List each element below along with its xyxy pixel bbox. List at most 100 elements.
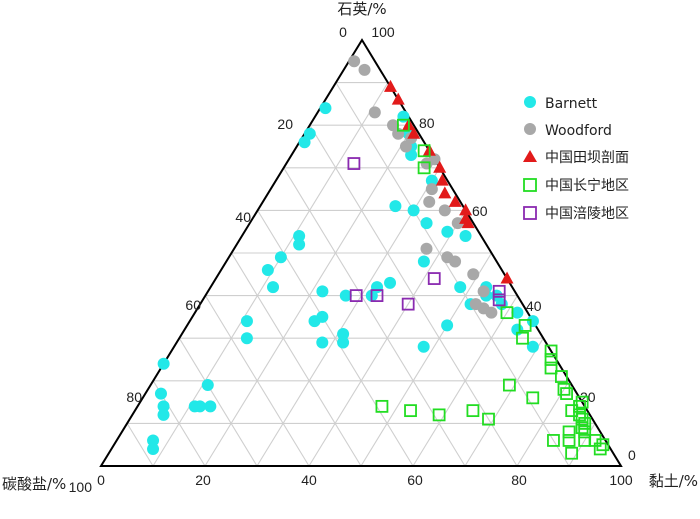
data-point-s3-28 [502,378,516,392]
legend-marker-tianba [523,150,537,162]
grid-line-carbonate-50 [231,252,362,467]
data-point-s2-7 [438,186,452,199]
data-point-s1-18 [485,306,498,319]
data-point-s3-11 [560,387,573,400]
data-point-s0-11 [240,332,253,345]
data-point-s0-9 [204,400,217,413]
data-point-s0-39 [454,281,467,294]
tick-bottom-40: 40 [301,472,317,488]
grid-line-clay-50 [360,252,492,467]
data-point-s3-33 [432,408,446,422]
data-point-s0-5 [147,442,160,455]
data-point-s3-8 [544,361,558,375]
legend-marker-changning [523,178,537,192]
data-point-s3-31 [404,404,417,418]
grid-line-carbonate-30 [283,167,466,467]
data-point-s3-29 [526,391,540,405]
data-point-s0-44 [511,306,524,319]
legend-label-fuling: 中国涪陵地区 [545,206,629,222]
data-point-s1-20 [467,268,480,281]
data-point-s0-45 [526,315,539,328]
data-point-s1-19 [469,298,482,311]
data-point-s3-27 [565,446,579,460]
tick-bottom-20: 20 [195,472,211,488]
data-point-s1-11 [438,204,451,217]
data-point-s3-5 [516,331,529,345]
grid-line-carbonate-10 [335,82,570,467]
data-point-s3-16 [575,412,589,426]
data-point-s2-5 [433,160,447,173]
data-point-s0-0 [157,357,170,370]
data-point-s0-25 [337,327,350,340]
data-point-s0-3 [157,408,170,421]
legend-item-tianba: 中国田坝剖面 [523,150,629,166]
tick-left-100: 100 [69,479,93,495]
data-point-s0-22 [316,310,329,323]
series-4 [347,157,506,311]
data-point-s0-33 [389,200,402,213]
data-point-s4-3 [401,297,415,311]
data-point-s0-12 [261,264,274,277]
data-point-s0-36 [441,225,454,238]
data-point-s2-11 [461,216,475,229]
tick-right-80: 80 [419,115,435,131]
data-point-s0-38 [417,255,430,268]
data-point-s3-26 [593,442,607,456]
data-point-s4-0 [347,157,361,170]
data-point-s0-37 [459,229,472,242]
data-point-s4-6 [492,284,506,298]
data-point-s2-1 [391,92,405,105]
tick-left-60: 60 [185,297,201,313]
tick-bottom-100: 100 [609,472,633,488]
legend-marker-fuling [523,206,537,220]
data-point-s3-18 [575,421,589,435]
data-point-s2-12 [500,271,514,284]
data-point-s3-14 [565,404,579,418]
tick-labels: 0 100 20 40 60 80 100 80 60 40 20 0 0 20… [69,24,636,495]
data-point-s2-9 [459,203,473,216]
triangle-frame [99,38,623,467]
data-point-s3-32 [466,404,480,418]
data-point-s0-34 [407,204,420,217]
data-point-s0-16 [293,238,306,251]
series-1 [348,55,498,319]
tick-top-100: 100 [371,24,395,40]
data-point-s0-14 [274,251,287,264]
data-point-s3-6 [544,344,558,358]
tick-left-40: 40 [235,209,251,225]
data-point-s0-23 [316,336,329,349]
axis-title-quartz: 石英/% [337,0,386,18]
grid-line-carbonate-90 [126,423,154,467]
legend-item-changning: 中国长宁地区 [523,177,629,194]
data-point-s1-15 [449,255,462,268]
data-point-s0-1 [154,387,167,400]
data-point-s4-4 [427,272,441,285]
data-point-s3-4 [518,319,532,332]
legend-marker-woodford [524,123,536,135]
data-point-s1-13 [420,242,433,255]
data-point-s3-25 [596,438,610,452]
data-point-s0-30 [417,340,430,353]
data-point-s0-52 [425,174,438,187]
data-point-s3-30 [375,399,389,413]
tick-right-0: 0 [628,447,636,463]
data-point-s0-4 [147,434,160,447]
legend-label-changning: 中国长宁地区 [545,177,629,194]
data-point-s1-16 [477,285,490,298]
data-point-s1-10 [423,195,436,208]
grid-line-carbonate-60 [204,295,310,467]
legend-label-woodford: Woodford [545,123,612,139]
grid-line-clay-30 [256,167,441,467]
data-point-s3-17 [578,416,592,430]
data-point-s0-28 [371,281,384,294]
data-point-s2-3 [407,126,421,139]
data-point-s3-3 [500,306,514,320]
data-point-s4-1 [349,289,363,303]
data-point-s0-18 [303,127,316,140]
tick-bottom-0: 0 [97,472,105,488]
axis-title-clay: 黏土/% [649,472,698,490]
data-point-s0-15 [293,229,306,242]
series-0 [147,102,539,455]
tick-left-20: 20 [277,116,293,132]
